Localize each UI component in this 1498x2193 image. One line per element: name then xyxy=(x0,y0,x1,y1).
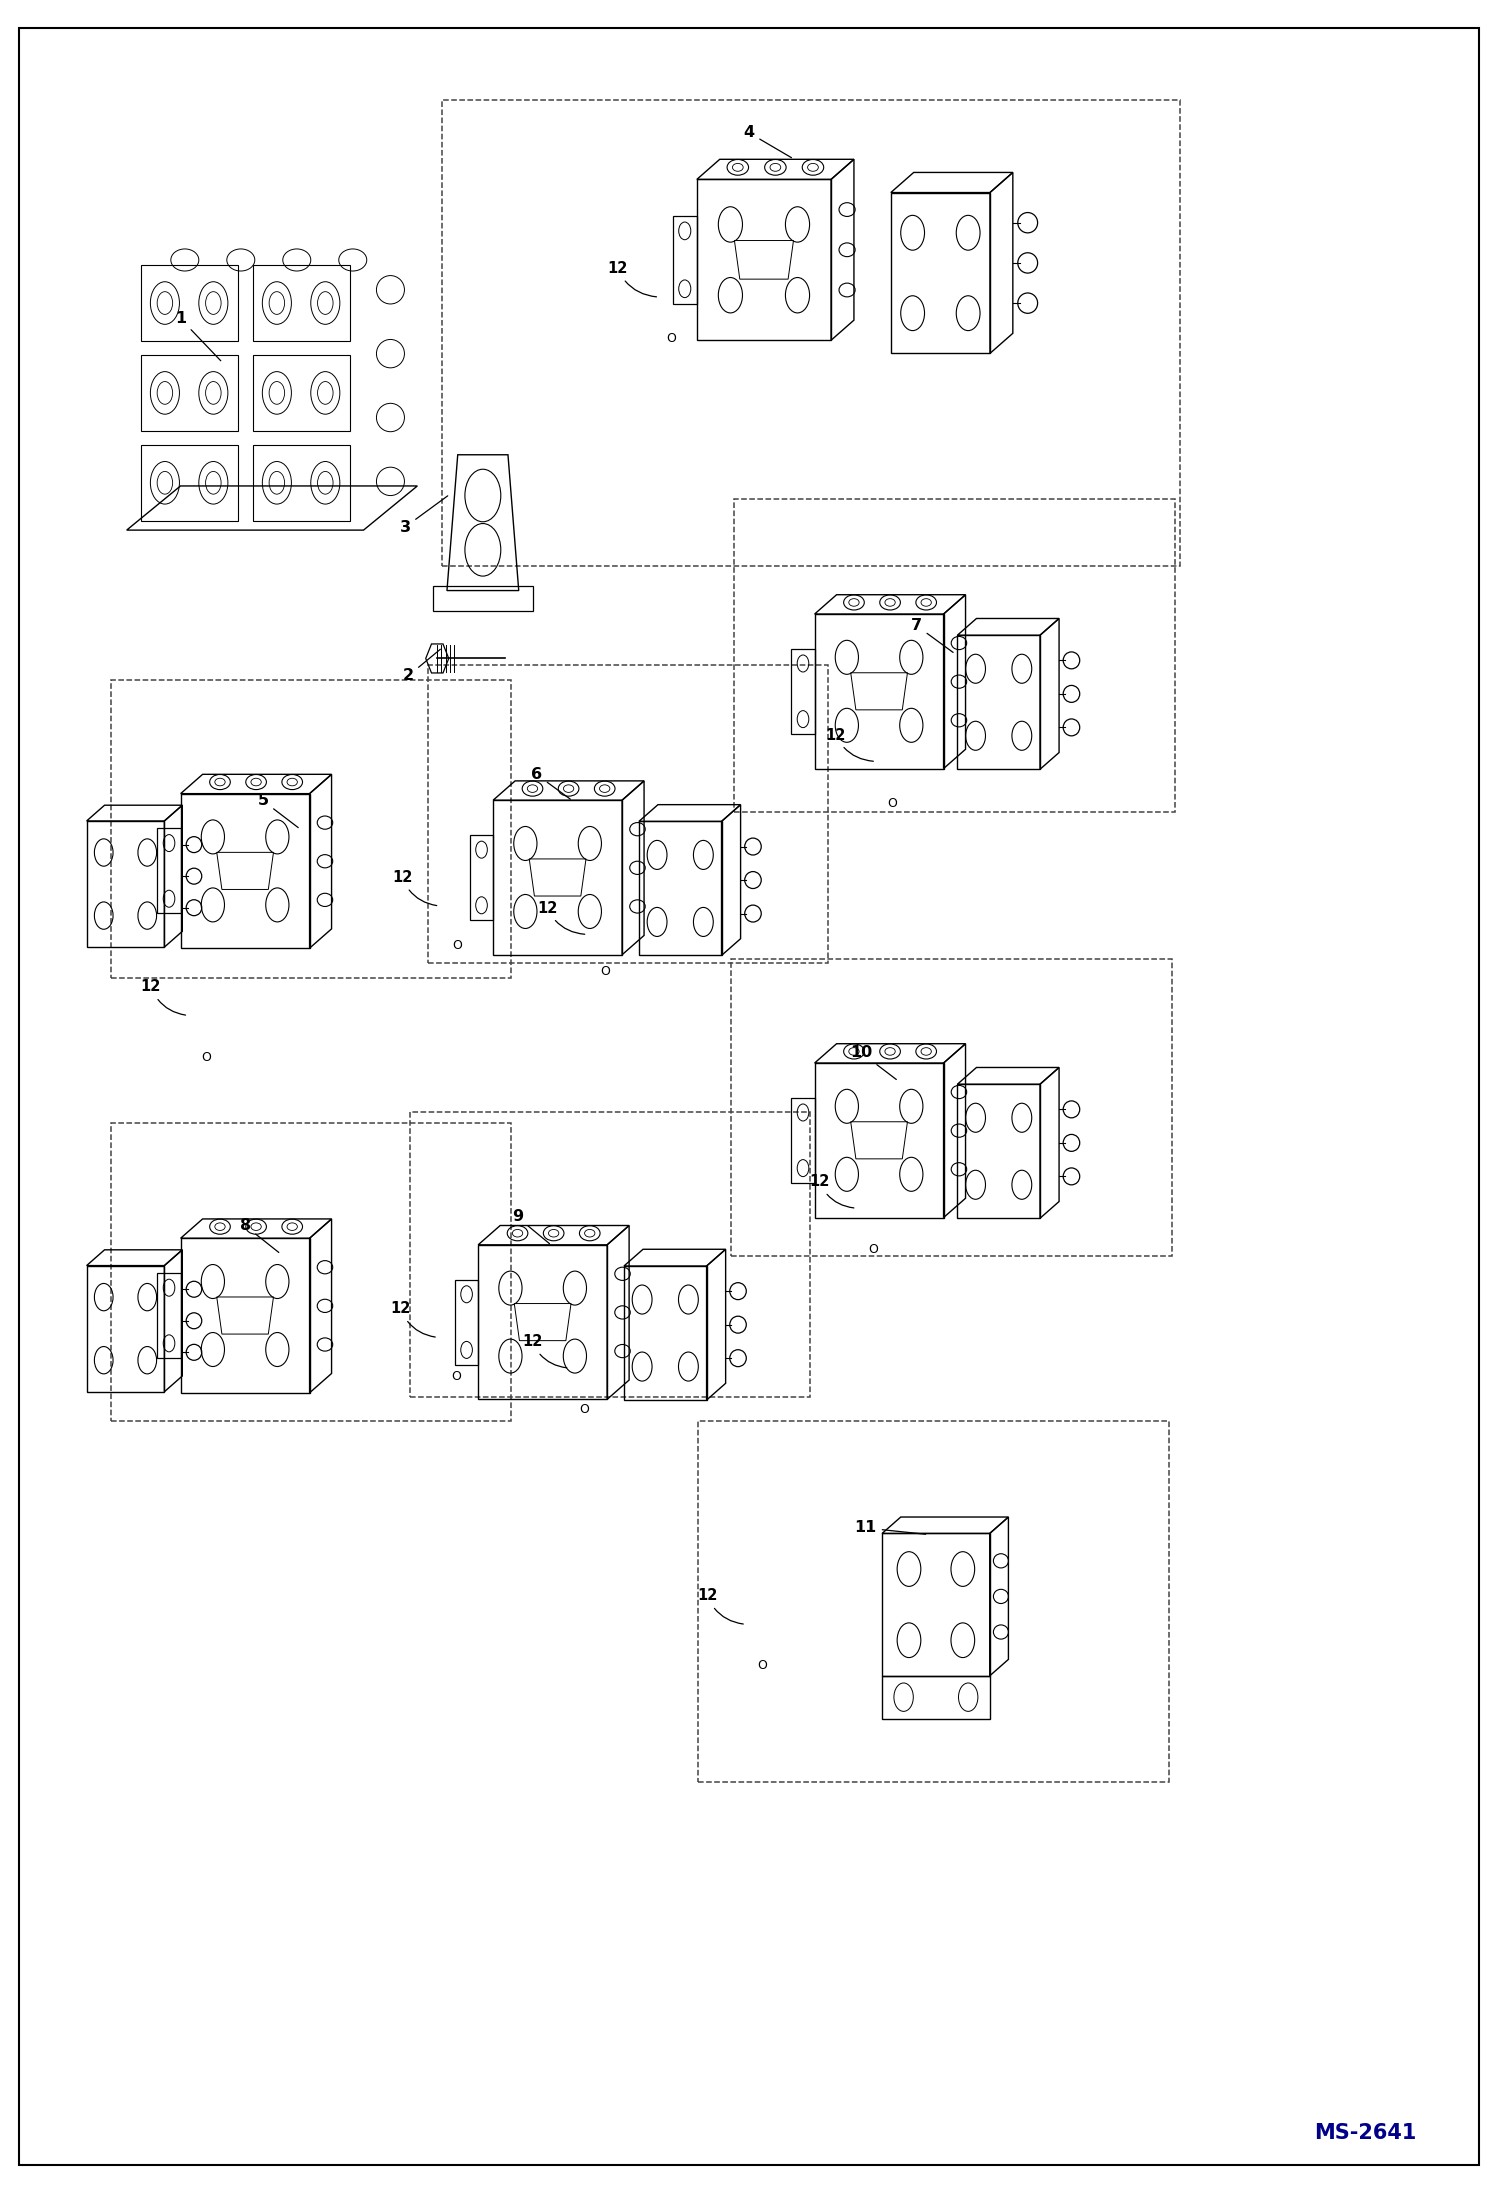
Text: O: O xyxy=(888,796,897,809)
Text: O: O xyxy=(758,1660,767,1673)
Text: 12: 12 xyxy=(825,728,873,761)
Bar xyxy=(731,958,1171,1257)
Text: 12: 12 xyxy=(536,901,584,934)
Bar xyxy=(427,664,828,963)
Text: 6: 6 xyxy=(532,768,571,798)
Text: 12: 12 xyxy=(391,1300,436,1338)
Text: 8: 8 xyxy=(240,1219,279,1252)
Text: 12: 12 xyxy=(141,980,186,1015)
Text: O: O xyxy=(580,1404,590,1417)
Text: O: O xyxy=(451,1371,461,1384)
Text: 5: 5 xyxy=(258,794,298,827)
Text: 10: 10 xyxy=(849,1046,896,1079)
Text: 2: 2 xyxy=(403,649,440,684)
Text: 7: 7 xyxy=(911,618,953,654)
Text: MS-2641: MS-2641 xyxy=(1314,2123,1417,2143)
Text: O: O xyxy=(601,965,610,978)
Text: 12: 12 xyxy=(809,1175,854,1208)
Bar xyxy=(442,101,1179,566)
Bar xyxy=(734,498,1174,811)
Text: 11: 11 xyxy=(854,1520,926,1535)
Text: 12: 12 xyxy=(521,1333,566,1368)
Text: 3: 3 xyxy=(400,496,448,535)
Text: 12: 12 xyxy=(392,871,437,906)
Text: O: O xyxy=(667,331,676,344)
Bar xyxy=(111,1123,511,1421)
Text: 4: 4 xyxy=(743,125,791,158)
Text: O: O xyxy=(201,1050,211,1064)
Bar xyxy=(698,1421,1168,1783)
Text: 1: 1 xyxy=(175,311,220,362)
Bar xyxy=(433,586,533,612)
Text: 12: 12 xyxy=(607,261,656,296)
Text: 12: 12 xyxy=(697,1588,743,1625)
Text: O: O xyxy=(869,1243,878,1257)
Bar xyxy=(409,1112,810,1397)
Text: 9: 9 xyxy=(512,1211,550,1243)
Bar xyxy=(111,680,511,978)
Text: O: O xyxy=(452,939,463,952)
